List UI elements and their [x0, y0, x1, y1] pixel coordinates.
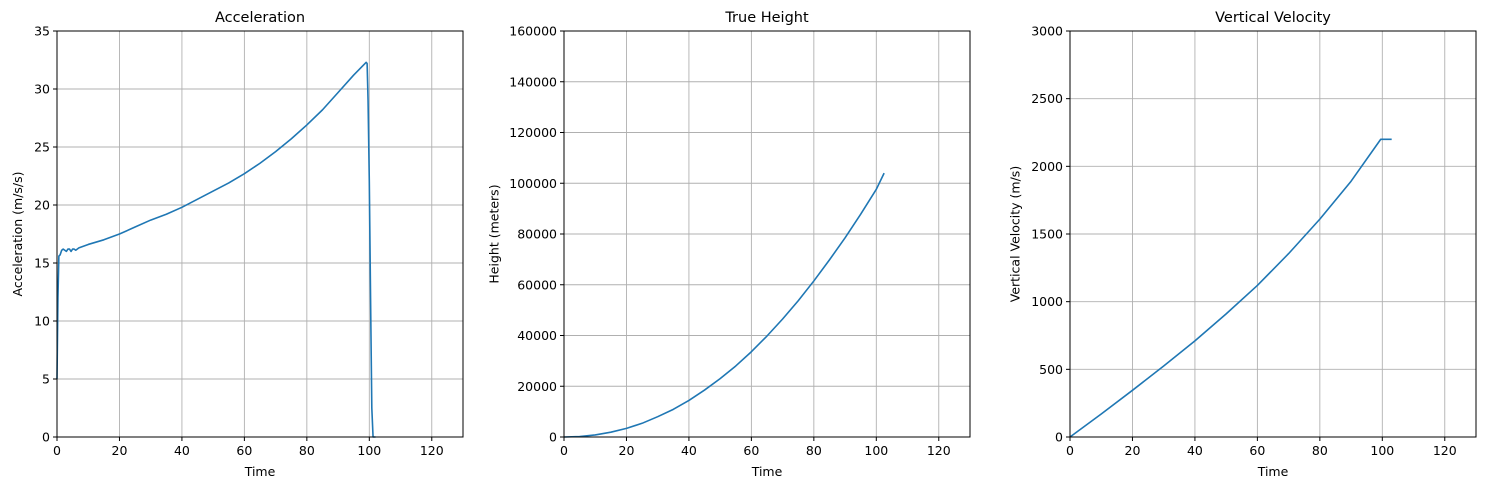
chart-true-height-x-axis-label: Time [751, 464, 783, 479]
chart-vertical-velocity-y-tick-label: 2500 [1031, 91, 1063, 106]
chart-acceleration-title: Acceleration [215, 10, 305, 26]
chart-true-height-y-tick-label: 120000 [509, 125, 557, 140]
chart-acceleration-y-tick-label: 0 [42, 430, 50, 445]
chart-true-height-y-tick-label: 20000 [517, 379, 557, 394]
chart-vertical-velocity-y-axis-label: Vertical Velocity (m/s) [1008, 166, 1023, 302]
chart-vertical-velocity-y-tick-label: 1500 [1031, 227, 1063, 242]
chart-vertical-velocity-x-tick-label: 40 [1187, 443, 1203, 458]
chart-acceleration-y-tick-label: 25 [34, 140, 50, 155]
chart-acceleration-x-axis-label: Time [244, 464, 276, 479]
chart-acceleration-x-tick-label: 80 [299, 443, 315, 458]
chart-true-height-x-tick-label: 20 [619, 443, 635, 458]
subplot-acceleration: 0 20 40 60 80 100 120 0 5 10 15 20 25 30 35 Acceleratio… [10, 10, 464, 479]
chart-acceleration-y-axis-label: Acceleration (m/s/s) [10, 171, 25, 296]
chart-true-height-x-tick-label: 100 [864, 443, 888, 458]
chart-true-height-x-tick-label: 60 [743, 443, 759, 458]
chart-true-height-y-tick-label: 160000 [509, 24, 557, 39]
chart-acceleration-y-tick-label: 10 [34, 314, 50, 329]
chart-true-height-y-tick-label: 60000 [517, 277, 557, 292]
chart-vertical-velocity-x-axis-label: Time [1257, 464, 1289, 479]
chart-true-height-y-tick-label: 0 [549, 430, 557, 445]
chart-vertical-velocity-title: Vertical Velocity [1215, 10, 1331, 26]
chart-acceleration-y-tick-label: 5 [42, 372, 50, 387]
chart-vertical-velocity-x-tick-label: 20 [1125, 443, 1141, 458]
chart-true-height-series-line [563, 172, 885, 438]
chart-true-height-title: True Height [724, 10, 809, 26]
chart-acceleration-y-tick-label: 15 [34, 256, 50, 271]
chart-vertical-velocity-x-tick-label: 60 [1249, 443, 1265, 458]
chart-vertical-velocity-y-tick-label: 1000 [1031, 294, 1063, 309]
subplot-true-height: 0 20 40 60 80 100 120 0 20000 40000 60000 80000 1000… [486, 10, 971, 479]
chart-true-height-y-tick-label: 40000 [517, 328, 557, 343]
chart-true-height-x-tick-label: 40 [681, 443, 697, 458]
chart-vertical-velocity-y-tick-label: 2000 [1031, 159, 1063, 174]
chart-vertical-velocity-x-tick-label: 0 [1066, 443, 1074, 458]
chart-acceleration-y-tick-label: 20 [34, 198, 50, 213]
chart-acceleration-y-tick-label: 30 [34, 82, 50, 97]
chart-acceleration-x-tick-label: 100 [357, 443, 381, 458]
chart-acceleration-frame [56, 30, 464, 438]
chart-true-height-x-tick-label: 120 [927, 443, 951, 458]
chart-vertical-velocity-x-tick-label: 100 [1370, 443, 1394, 458]
chart-true-height-x-tick-label: 0 [560, 443, 568, 458]
subplot-vertical-velocity: 0 20 40 60 80 100 120 0 500 1000 1500 2000 2500 3000 V… [1008, 10, 1477, 479]
chart-acceleration-x-tick-label: 60 [236, 443, 252, 458]
chart-acceleration-y-tick-label: 35 [34, 24, 50, 39]
chart-true-height-y-axis-label: Height (meters) [486, 184, 501, 283]
chart-vertical-velocity-y-tick-label: 500 [1039, 362, 1063, 377]
chart-vertical-velocity-x-tick-label: 120 [1433, 443, 1457, 458]
chart-acceleration-series-line [56, 61, 376, 438]
chart-vertical-velocity-series-line [1069, 138, 1392, 438]
chart-true-height-x-tick-label: 80 [806, 443, 822, 458]
chart-vertical-velocity-y-tick-label: 3000 [1031, 24, 1063, 39]
chart-acceleration-x-tick-label: 0 [53, 443, 61, 458]
chart-acceleration-x-tick-label: 40 [174, 443, 190, 458]
chart-acceleration-x-tick-label: 20 [112, 443, 128, 458]
chart-true-height-y-tick-label: 80000 [517, 227, 557, 242]
chart-true-height-y-tick-label: 100000 [509, 176, 557, 191]
chart-true-height-y-tick-label: 140000 [509, 74, 557, 89]
chart-vertical-velocity-y-tick-label: 0 [1055, 430, 1063, 445]
chart-acceleration-x-tick-label: 120 [420, 443, 444, 458]
chart-vertical-velocity-x-tick-label: 80 [1312, 443, 1328, 458]
